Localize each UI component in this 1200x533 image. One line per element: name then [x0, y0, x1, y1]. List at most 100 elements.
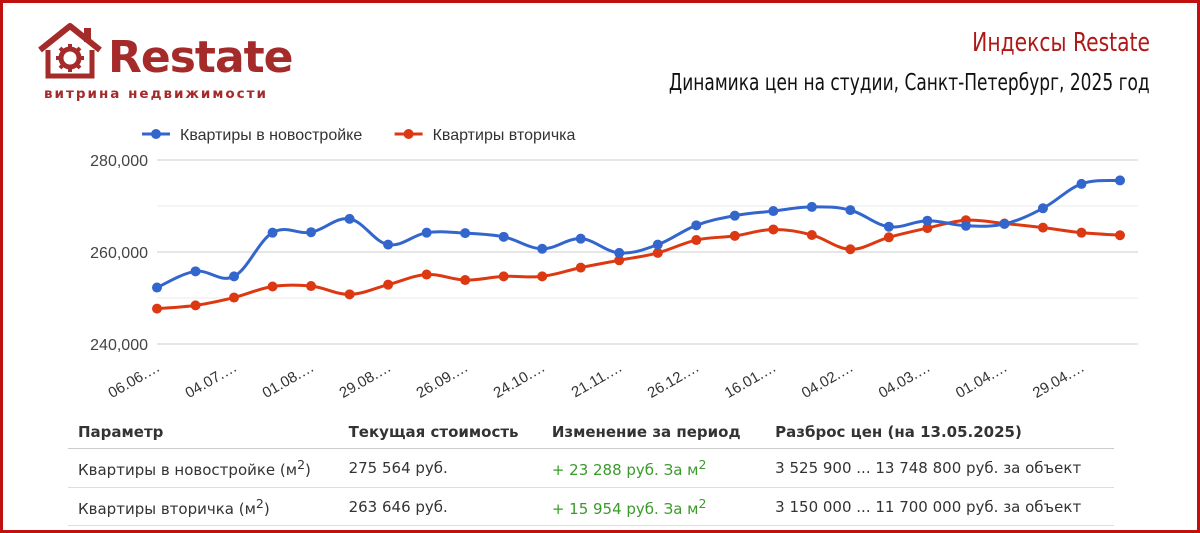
row-change-sup: 2 — [698, 457, 707, 472]
data-point-0 — [1037, 203, 1048, 214]
data-point-1 — [229, 292, 240, 303]
data-point-0 — [806, 201, 817, 212]
data-point-1 — [883, 232, 894, 243]
row-param-sup: 2 — [297, 457, 306, 472]
x-tick-label: 24.10.… — [491, 359, 549, 402]
row-spread: 3 150 000 ... 11 700 000 руб. за объект — [765, 487, 1114, 526]
x-tick-label: 01.04.… — [953, 359, 1011, 402]
x-tick-label: 26.09.… — [414, 359, 472, 402]
data-point-0 — [1115, 175, 1125, 186]
series-line-0 — [156, 178, 1121, 289]
chart-title: Динамика цен на студии, Санкт-Петербург,… — [669, 70, 1150, 96]
data-point-0 — [306, 227, 317, 238]
data-point-1 — [1037, 222, 1048, 233]
data-point-1 — [190, 300, 201, 311]
data-point-0 — [344, 213, 355, 224]
data-point-0 — [498, 231, 509, 242]
data-point-0 — [960, 220, 971, 231]
data-point-1 — [421, 269, 432, 280]
data-point-0 — [883, 221, 894, 232]
y-tick-label: 240,000 — [90, 337, 148, 354]
x-tick-label: 06.06.… — [105, 359, 163, 402]
data-point-0 — [729, 210, 740, 221]
data-point-0 — [537, 243, 548, 254]
row-current: 275 564 руб. — [338, 448, 542, 488]
data-point-0 — [383, 239, 394, 250]
row-param-sup: 2 — [255, 495, 264, 511]
data-point-1 — [306, 281, 317, 292]
x-tick-label: 29.04.… — [1030, 359, 1088, 402]
data-point-1 — [383, 279, 394, 290]
data-point-0 — [1076, 178, 1087, 189]
row-param: Квартиры вторичка (м2) — [68, 487, 339, 526]
data-point-1 — [768, 224, 779, 235]
data-point-1 — [1076, 227, 1087, 238]
legend-label-1: Квартиры вторичка — [433, 127, 576, 144]
restate-logo: Restate витрина недвижимости — [36, 20, 296, 106]
x-tick-label: 04.03.… — [876, 359, 934, 402]
table-header-row: Параметр Текущая стоимость Изменение за … — [68, 420, 1114, 449]
x-tick-label: 16.01.… — [722, 359, 780, 402]
data-point-0 — [999, 218, 1010, 229]
logo-wordmark: Restate — [108, 32, 294, 83]
data-point-1 — [152, 303, 162, 314]
row-param-text: Квартиры в новостройке (м — [78, 461, 298, 479]
col-header-param: Параметр — [68, 420, 339, 449]
table-row: Квартиры вторичка (м2) 263 646 руб. + 15… — [68, 487, 1114, 526]
data-point-0 — [768, 206, 779, 217]
legend-label-0: Квартиры в новостройке — [180, 127, 362, 144]
data-point-0 — [614, 247, 625, 258]
data-point-1 — [806, 229, 817, 240]
data-point-1 — [652, 247, 663, 258]
y-tick-label: 280,000 — [90, 153, 148, 170]
row-param-close: ) — [263, 499, 270, 518]
row-param: Квартиры в новостройке (м2) — [68, 448, 339, 488]
legend-marker-1 — [403, 129, 414, 139]
row-param-close: ) — [305, 461, 311, 479]
data-point-1 — [460, 275, 471, 286]
data-point-0 — [922, 215, 933, 226]
legend-marker-0 — [151, 129, 161, 139]
data-point-0 — [152, 282, 162, 293]
data-point-0 — [229, 271, 240, 282]
row-change-text: + 15 954 руб. За м — [551, 499, 699, 518]
row-current: 263 646 руб. — [338, 487, 542, 526]
data-point-0 — [460, 228, 471, 239]
data-point-1 — [267, 281, 278, 292]
col-header-spread: Разброс цен (на 13.05.2025) — [765, 420, 1114, 449]
x-tick-label: 04.02.… — [799, 359, 857, 402]
price-line-chart: 240,000 260,000 280,000 06.06.… 04.07.… 01.08… — [90, 127, 1138, 402]
x-tick-label: 26.12.… — [645, 359, 703, 402]
row-change-text: + 23 288 руб. За м — [551, 461, 699, 479]
y-tick-label: 260,000 — [90, 245, 148, 262]
data-point-1 — [614, 255, 625, 266]
data-point-1 — [537, 271, 548, 282]
data-point-1 — [691, 235, 702, 246]
x-tick-label: 29.08.… — [337, 359, 395, 402]
logo-tagline: витрина недвижимости — [44, 86, 268, 102]
data-point-0 — [652, 239, 663, 250]
row-param-text: Квартиры вторичка (м — [78, 499, 256, 518]
data-point-1 — [498, 271, 509, 282]
report-title: Индексы Restate — [972, 28, 1150, 58]
row-change: + 15 954 руб. За м2 — [541, 487, 766, 526]
data-point-1 — [922, 223, 933, 234]
data-point-0 — [190, 266, 201, 277]
house-gear-icon — [38, 23, 102, 79]
x-tick-label: 04.07.… — [182, 359, 240, 402]
data-point-1 — [575, 262, 586, 273]
x-tick-label: 01.08.… — [259, 359, 317, 402]
data-point-1 — [1115, 230, 1125, 241]
data-point-0 — [691, 220, 702, 231]
data-point-1 — [729, 230, 740, 241]
col-header-change: Изменение за период — [541, 420, 766, 449]
data-point-0 — [575, 233, 586, 244]
summary-table: Параметр Текущая стоимость Изменение за … — [68, 420, 1114, 526]
row-change-sup: 2 — [698, 495, 707, 511]
data-point-1 — [845, 244, 856, 255]
col-header-current: Текущая стоимость — [338, 420, 542, 449]
row-change: + 23 288 руб. За м2 — [541, 448, 766, 488]
row-spread: 3 525 900 ... 13 748 800 руб. за объект — [765, 448, 1114, 488]
x-tick-label: 21.11.… — [569, 359, 626, 402]
data-point-0 — [421, 227, 432, 238]
